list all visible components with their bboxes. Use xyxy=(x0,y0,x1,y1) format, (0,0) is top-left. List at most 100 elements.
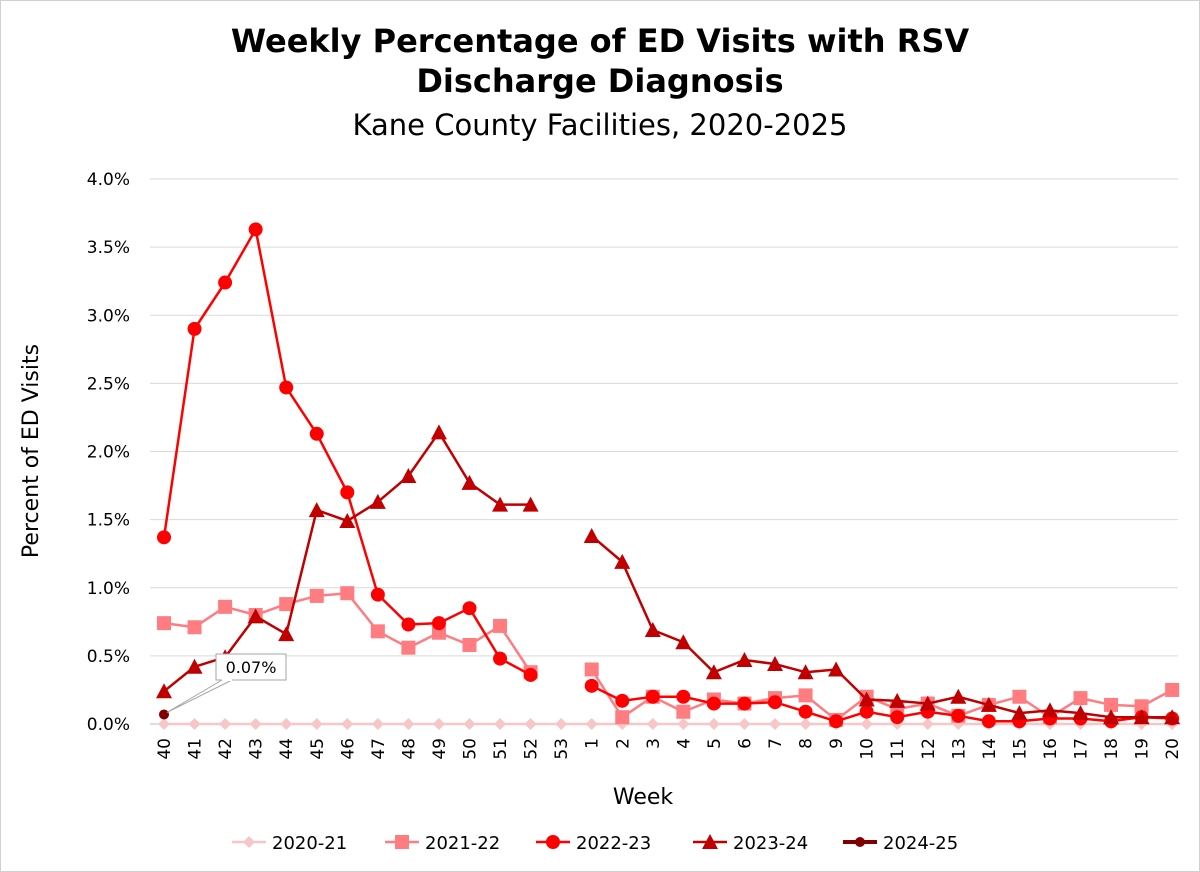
x-tick-label: 19 xyxy=(1133,738,1153,760)
x-tick-label: 40 xyxy=(155,738,175,760)
data-point xyxy=(858,691,875,707)
data-point xyxy=(675,634,692,650)
data-point xyxy=(494,718,507,730)
series-2021-22 xyxy=(157,586,1180,727)
data-point xyxy=(583,527,600,543)
data-point xyxy=(462,637,477,652)
data-point xyxy=(615,710,630,725)
y-tick-label: 3.0% xyxy=(87,306,130,326)
data-point xyxy=(1104,697,1119,712)
legend-label: 2024-25 xyxy=(883,833,958,854)
data-point xyxy=(156,683,172,699)
data-point xyxy=(676,704,691,719)
data-point xyxy=(799,718,812,730)
data-point xyxy=(309,426,324,441)
data-point xyxy=(981,714,996,729)
data-point xyxy=(980,696,997,712)
data-point xyxy=(1134,699,1149,714)
data-point xyxy=(705,664,722,680)
x-tick-label: 5 xyxy=(705,738,725,749)
x-tick-label: 1 xyxy=(583,738,603,749)
x-tick-label: 44 xyxy=(277,738,297,760)
y-tick-label: 0.5% xyxy=(87,647,130,667)
data-point xyxy=(828,661,845,677)
data-point xyxy=(555,718,568,730)
x-tick-label: 9 xyxy=(827,738,847,749)
data-point xyxy=(157,530,171,545)
x-tick-label: 10 xyxy=(858,738,878,760)
x-tick-label: 52 xyxy=(522,738,542,760)
data-point xyxy=(430,424,447,440)
data-point xyxy=(493,618,508,633)
series-layer xyxy=(156,222,1181,730)
legend-label: 2023-24 xyxy=(733,833,808,854)
legend-marker xyxy=(702,834,718,849)
data-point xyxy=(310,718,323,730)
data-point xyxy=(798,688,813,703)
data-point xyxy=(371,718,384,730)
data-point xyxy=(187,321,202,336)
data-point xyxy=(889,692,906,708)
data-point xyxy=(584,662,599,677)
x-tick-label: 45 xyxy=(308,738,328,760)
x-tick-label: 46 xyxy=(338,738,358,760)
y-tick-label: 4.0% xyxy=(87,170,130,190)
data-point xyxy=(218,599,233,614)
data-point xyxy=(860,718,873,730)
data-point xyxy=(1041,702,1058,718)
data-point xyxy=(859,704,874,719)
data-point xyxy=(493,651,508,666)
data-point xyxy=(369,493,386,509)
data-point xyxy=(677,718,690,730)
data-point xyxy=(921,718,934,730)
x-tick-label: 12 xyxy=(919,738,939,760)
data-point xyxy=(218,275,233,290)
data-point xyxy=(186,658,203,674)
data-point xyxy=(432,718,445,730)
data-point xyxy=(919,695,936,711)
legend-marker xyxy=(395,835,409,849)
data-point xyxy=(339,512,356,528)
data-point xyxy=(522,496,539,512)
x-tick-label: 18 xyxy=(1102,738,1122,760)
x-tick-label: 41 xyxy=(186,738,206,760)
chart-subtitle: Kane County Facilities, 2020-2025 xyxy=(352,108,848,142)
y-axis-ticks: 0.0% 0.5% 1.0% 1.5% 2.0% 2.5% 3.0% 3.5% 4.0% xyxy=(87,170,130,735)
data-point xyxy=(707,718,720,730)
x-tick-label: 14 xyxy=(980,738,1000,760)
y-tick-label: 1.5% xyxy=(87,511,130,531)
data-point xyxy=(524,718,537,730)
legend: 2020-21 2021-22 2022-23 2023-24 2024-25 xyxy=(232,833,958,854)
data-point xyxy=(523,667,538,682)
x-tick-label: 49 xyxy=(430,738,450,760)
data-point xyxy=(798,704,813,719)
data-point xyxy=(644,621,661,637)
data-point xyxy=(492,496,509,512)
data-point xyxy=(157,616,171,631)
y-tick-label: 2.0% xyxy=(87,443,130,463)
series-2024-25 xyxy=(159,709,169,720)
x-tick-label: 15 xyxy=(1010,738,1030,760)
data-point xyxy=(341,718,354,730)
x-tick-label: 13 xyxy=(949,738,969,760)
data-point xyxy=(401,617,416,632)
data-point xyxy=(461,474,478,490)
data-point xyxy=(370,624,385,639)
data-point xyxy=(676,689,691,704)
legend-marker xyxy=(243,836,255,848)
data-point xyxy=(1072,705,1089,721)
x-tick-label: 17 xyxy=(1072,738,1092,760)
data-point xyxy=(431,616,446,631)
legend-item-2024-25: 2024-25 xyxy=(843,833,958,854)
x-tick-label: 8 xyxy=(797,738,817,749)
data-point xyxy=(159,709,169,720)
data-point xyxy=(402,718,415,730)
x-tick-label: 6 xyxy=(735,738,755,749)
legend-marker xyxy=(546,835,560,849)
series-line xyxy=(163,431,531,693)
chart-title-line2: Discharge Diagnosis xyxy=(416,62,784,100)
legend-label: 2022-23 xyxy=(576,833,651,854)
y-tick-label: 0.0% xyxy=(87,715,130,735)
x-tick-label: 50 xyxy=(461,738,481,760)
